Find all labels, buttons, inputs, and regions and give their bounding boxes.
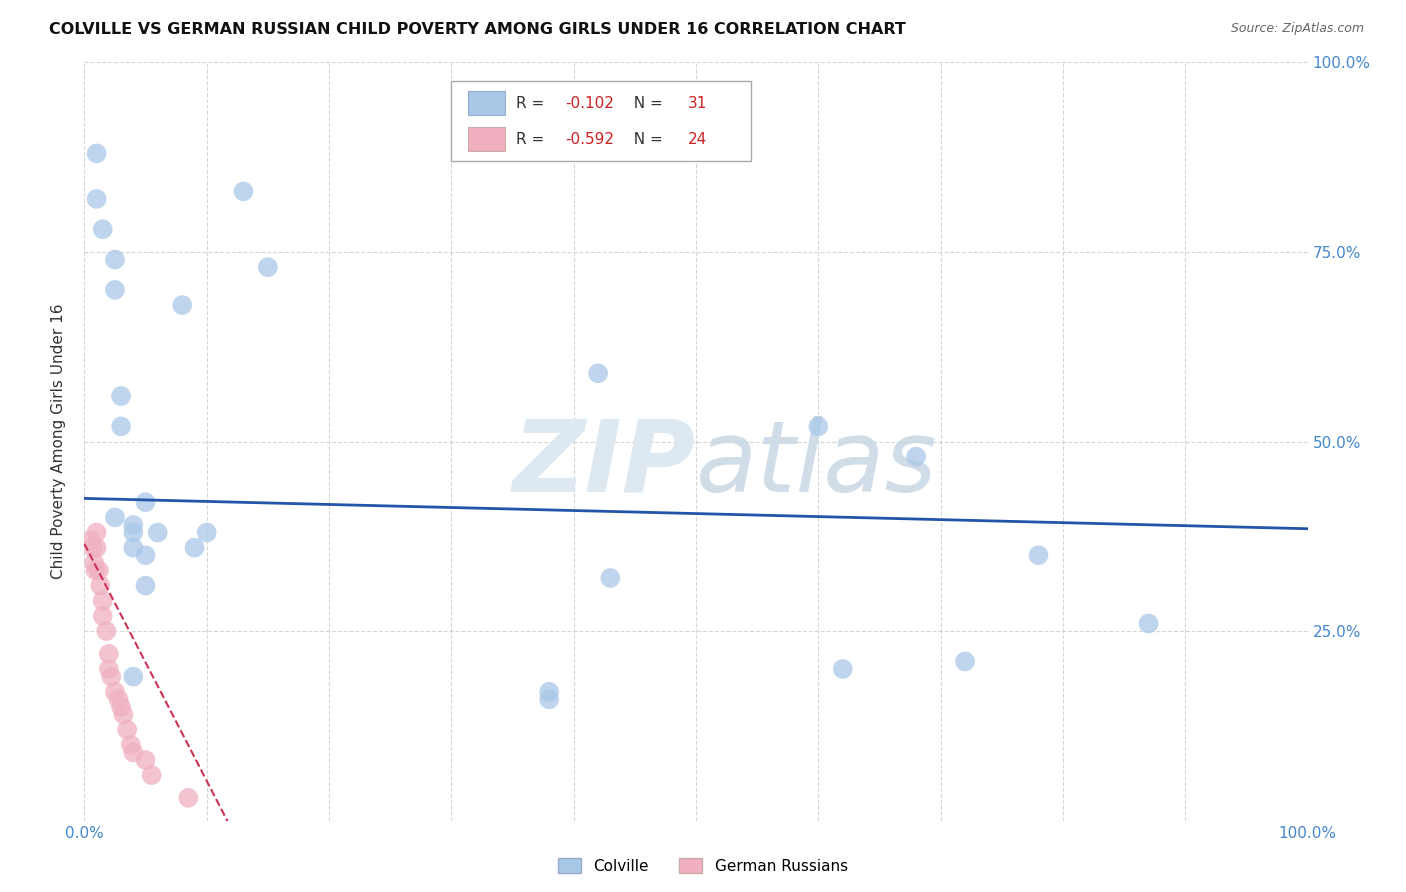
Point <box>97 647 120 661</box>
FancyBboxPatch shape <box>468 127 505 152</box>
Text: R =: R = <box>516 132 550 146</box>
Text: -0.102: -0.102 <box>565 95 614 111</box>
Point <box>172 298 194 312</box>
Point <box>87 564 110 578</box>
Point <box>97 662 120 676</box>
FancyBboxPatch shape <box>451 81 751 161</box>
Text: Source: ZipAtlas.com: Source: ZipAtlas.com <box>1230 22 1364 36</box>
Point <box>538 685 561 699</box>
Point <box>104 252 127 267</box>
Point <box>86 192 108 206</box>
Text: N =: N = <box>624 132 668 146</box>
Point <box>82 541 104 555</box>
Text: 31: 31 <box>688 95 707 111</box>
Point <box>599 571 621 585</box>
Point <box>84 564 107 578</box>
Point <box>120 738 142 752</box>
Y-axis label: Child Poverty Among Girls Under 16: Child Poverty Among Girls Under 16 <box>51 304 66 579</box>
Point <box>115 723 138 737</box>
Point <box>905 450 928 464</box>
Point <box>135 548 157 563</box>
Point <box>177 791 200 805</box>
Point <box>83 556 105 570</box>
Point <box>86 525 108 540</box>
Point <box>107 692 129 706</box>
Point <box>91 594 114 608</box>
Text: R =: R = <box>516 95 550 111</box>
Point <box>953 655 976 669</box>
Point <box>100 669 122 683</box>
Text: ZIP: ZIP <box>513 416 696 513</box>
Point <box>79 533 101 548</box>
Point <box>96 624 118 639</box>
Point <box>110 389 132 403</box>
Point <box>110 419 132 434</box>
Point <box>104 510 127 524</box>
Point <box>1137 616 1160 631</box>
Point <box>135 753 157 767</box>
Point <box>122 517 145 532</box>
Point <box>141 768 163 782</box>
Point <box>135 495 157 509</box>
Point <box>257 260 280 275</box>
Text: 24: 24 <box>688 132 707 146</box>
Point <box>1028 548 1050 563</box>
Legend: Colville, German Russians: Colville, German Russians <box>553 852 853 880</box>
Point <box>831 662 853 676</box>
Point <box>232 184 254 198</box>
Point <box>91 222 114 236</box>
Text: atlas: atlas <box>696 416 938 513</box>
Point <box>183 541 205 555</box>
Text: N =: N = <box>624 95 668 111</box>
Point <box>807 419 830 434</box>
Point <box>91 608 114 623</box>
Point <box>146 525 169 540</box>
Point <box>135 579 157 593</box>
Point <box>112 707 135 722</box>
Text: COLVILLE VS GERMAN RUSSIAN CHILD POVERTY AMONG GIRLS UNDER 16 CORRELATION CHART: COLVILLE VS GERMAN RUSSIAN CHILD POVERTY… <box>49 22 905 37</box>
Point <box>89 579 111 593</box>
Point <box>110 699 132 714</box>
Point <box>538 692 561 706</box>
Point <box>586 366 609 380</box>
Point <box>122 525 145 540</box>
Text: -0.592: -0.592 <box>565 132 614 146</box>
Point <box>86 541 108 555</box>
Point <box>195 525 218 540</box>
Point <box>122 669 145 683</box>
FancyBboxPatch shape <box>468 91 505 115</box>
Point <box>122 541 145 555</box>
Point <box>122 746 145 760</box>
Point <box>104 283 127 297</box>
Point <box>104 685 127 699</box>
Point <box>86 146 108 161</box>
